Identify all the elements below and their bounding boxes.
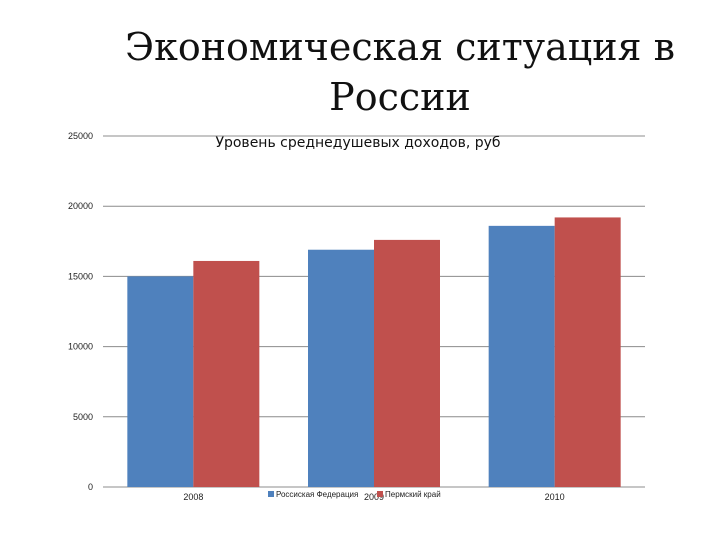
chart-title: Уровень среднедушевых доходов, руб (215, 135, 500, 151)
y-axis-ticks: 0 5000 10000 15000 20000 25000 (68, 131, 93, 492)
legend-label: Россиская Федерация (276, 490, 358, 499)
bars (127, 217, 621, 487)
x-axis-ticks: 2008 2009 2010 (183, 492, 564, 502)
bar-series1-2010 (488, 225, 555, 487)
y-tick-label: 20000 (68, 201, 93, 211)
y-tick-label: 0 (88, 482, 93, 492)
y-tick-label: 5000 (73, 412, 93, 422)
bar-series2-2010 (554, 217, 621, 487)
legend-swatch (268, 491, 274, 497)
bar-series1-2009 (308, 249, 374, 487)
legend-label: Пермский край (385, 490, 441, 499)
bar-series2-2009 (374, 239, 440, 487)
x-tick-label: 2009 (364, 492, 384, 502)
slide-title: Экономическая ситуация в России (125, 25, 675, 119)
bar-series1-2008 (127, 276, 194, 487)
y-tick-label: 15000 (68, 271, 93, 281)
legend: Россиская Федерация Пермский край (268, 490, 441, 499)
y-tick-label: 25000 (68, 131, 93, 141)
x-tick-label: 2008 (183, 492, 203, 502)
x-tick-label: 2010 (545, 492, 565, 502)
legend-swatch (377, 491, 383, 497)
y-tick-label: 10000 (68, 342, 93, 352)
bar-series2-2008 (193, 260, 260, 487)
